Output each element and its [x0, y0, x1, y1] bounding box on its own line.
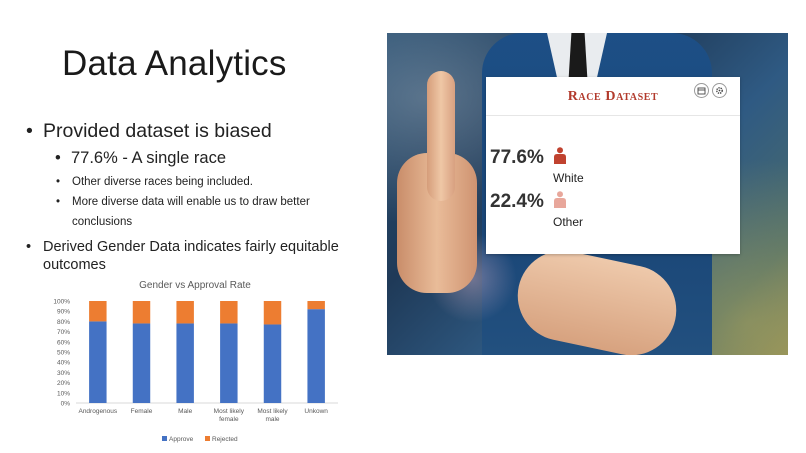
race-label-white: White	[553, 171, 584, 185]
bar-approve-3	[220, 323, 238, 403]
x-tick-label: Androgenous	[78, 408, 117, 415]
y-tick-label: 70%	[57, 329, 70, 336]
x-tick-label: Male	[178, 408, 192, 415]
bar-approve-4	[263, 324, 282, 403]
bullet-gender-data: Derived Gender Data indicates fairly equ…	[26, 238, 371, 274]
gear-icon[interactable]	[712, 83, 727, 98]
card-title: Race Dataset	[567, 89, 659, 104]
y-tick-label: 40%	[57, 360, 70, 367]
bullet-dataset-biased: Provided dataset is biased	[26, 118, 371, 144]
y-tick-label: 20%	[57, 380, 70, 387]
bar-approve-2	[176, 323, 194, 403]
person-icon-white	[554, 147, 566, 164]
x-tick-label: Female	[131, 408, 153, 415]
y-tick-label: 50%	[57, 350, 70, 357]
y-tick-label: 0%	[61, 401, 71, 408]
bar-rejected-4	[263, 301, 282, 325]
bar-rejected-3	[220, 301, 238, 324]
y-tick-label: 30%	[57, 370, 70, 377]
race-percent-white: 77.6%	[490, 147, 544, 168]
x-tick-label: Most likely	[257, 408, 288, 415]
bar-rejected-5	[307, 301, 325, 310]
bar-approve-0	[89, 321, 107, 403]
calendar-icon[interactable]	[694, 83, 709, 98]
bullet-single-race: 77.6% - A single race	[26, 147, 371, 169]
legend-label-approve: Approve	[169, 436, 194, 443]
x-tick-label: Unkown	[304, 408, 328, 415]
person-icon-other	[554, 191, 566, 208]
bar-rejected-0	[89, 301, 107, 322]
gender-approval-chart: Gender vs Approval Rate 0% 10% 20% 30% 40% 50…	[40, 276, 350, 448]
y-tick-label: 90%	[57, 309, 70, 316]
bar-approve-1	[132, 323, 151, 403]
bullet-more-diverse-line2: conclusions	[72, 216, 133, 228]
bar-rejected-1	[132, 301, 151, 324]
x-tick-label: female	[219, 416, 239, 423]
y-tick-label: 100%	[53, 299, 70, 306]
bullet-more-diverse-data: More diverse data will enable us to draw…	[26, 192, 371, 232]
race-dataset-card: Race Dataset 77.6% White 22.4% Other	[486, 77, 740, 254]
race-percent-other: 22.4%	[490, 191, 544, 212]
legend-swatch-rejected	[205, 436, 210, 441]
x-tick-label: Most likely	[214, 408, 245, 415]
slide-title: Data Analytics	[62, 44, 287, 83]
bar-approve-5	[307, 309, 325, 403]
x-tick-label: male	[265, 416, 279, 423]
bullet-diverse-races: Other diverse races being included.	[26, 172, 371, 192]
photo-pointing-finger	[427, 71, 455, 201]
chart-title: Gender vs Approval Rate	[139, 280, 251, 291]
bullet-more-diverse-line1: More diverse data will enable us to draw…	[72, 196, 310, 208]
chart-svg: 0% 10% 20% 30% 40% 50% 60% 70% 80% 90% 100% Androge…	[53, 299, 338, 443]
y-tick-label: 10%	[57, 390, 70, 397]
legend-label-rejected: Rejected	[212, 436, 238, 443]
card-header: Race Dataset	[486, 77, 740, 116]
legend-swatch-approve	[162, 436, 167, 441]
bar-rejected-2	[176, 301, 194, 324]
bullet-list: Provided dataset is biased 77.6% - A sin…	[26, 118, 371, 277]
y-tick-label: 80%	[57, 319, 70, 326]
y-tick-label: 60%	[57, 339, 70, 346]
race-label-other: Other	[553, 215, 584, 229]
